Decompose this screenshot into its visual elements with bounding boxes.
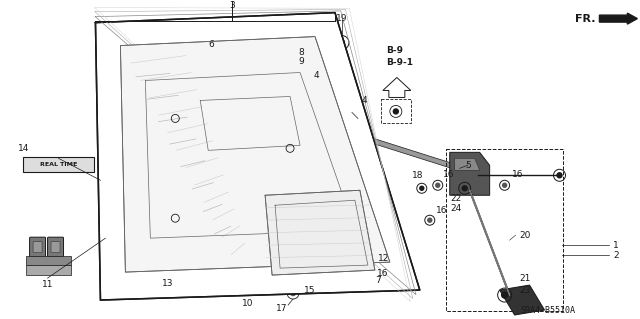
Polygon shape [278, 278, 292, 294]
Text: 13: 13 [161, 278, 173, 287]
Circle shape [502, 292, 508, 298]
Circle shape [301, 264, 319, 282]
Text: 10: 10 [243, 299, 254, 308]
FancyBboxPatch shape [147, 238, 188, 274]
Text: 17: 17 [276, 303, 288, 313]
Text: B-9: B-9 [386, 46, 403, 55]
Text: 9: 9 [298, 57, 304, 66]
Text: 14: 14 [18, 144, 29, 153]
Text: REAL TIME: REAL TIME [40, 162, 77, 167]
Circle shape [394, 109, 398, 114]
Text: 16: 16 [436, 206, 447, 215]
Text: 15: 15 [304, 286, 316, 294]
Polygon shape [26, 265, 70, 275]
Text: 7: 7 [375, 276, 381, 285]
Text: 11: 11 [42, 279, 53, 289]
Circle shape [291, 291, 296, 295]
Text: S9A4-B5510A: S9A4-B5510A [520, 306, 575, 315]
Text: 4: 4 [361, 96, 367, 105]
Polygon shape [500, 285, 545, 315]
Polygon shape [26, 256, 70, 265]
Text: 19: 19 [336, 14, 348, 23]
Text: FR.: FR. [575, 14, 596, 24]
Text: 3: 3 [229, 1, 235, 10]
Circle shape [389, 247, 395, 253]
Text: 24: 24 [450, 204, 461, 213]
FancyBboxPatch shape [51, 242, 60, 253]
Text: 20: 20 [520, 231, 531, 240]
Polygon shape [455, 158, 479, 170]
Text: 16: 16 [511, 170, 523, 179]
Polygon shape [197, 45, 285, 55]
Circle shape [307, 270, 313, 276]
Circle shape [502, 183, 507, 187]
Text: 22: 22 [450, 194, 461, 203]
FancyBboxPatch shape [47, 237, 63, 257]
Text: 16: 16 [443, 170, 454, 179]
Circle shape [339, 40, 345, 46]
Text: 16: 16 [377, 269, 388, 278]
Text: 23: 23 [520, 286, 531, 294]
Circle shape [305, 268, 315, 278]
Text: 5: 5 [466, 161, 472, 170]
Circle shape [428, 218, 432, 222]
Polygon shape [120, 37, 390, 272]
Circle shape [436, 183, 440, 187]
Polygon shape [218, 260, 278, 290]
Circle shape [557, 173, 562, 178]
Text: 2: 2 [613, 251, 619, 260]
Polygon shape [95, 13, 420, 300]
Polygon shape [450, 152, 490, 195]
Text: B-9-1: B-9-1 [386, 58, 413, 67]
Text: 1: 1 [613, 241, 619, 250]
Text: 21: 21 [520, 274, 531, 283]
Polygon shape [265, 190, 375, 275]
Polygon shape [225, 265, 272, 285]
Text: 18: 18 [412, 171, 424, 180]
Polygon shape [383, 78, 411, 97]
Polygon shape [339, 128, 460, 171]
Text: 4: 4 [313, 71, 319, 80]
FancyBboxPatch shape [22, 157, 95, 172]
Text: 12: 12 [378, 254, 390, 263]
FancyBboxPatch shape [29, 237, 45, 257]
Circle shape [420, 186, 424, 190]
FancyBboxPatch shape [33, 242, 42, 253]
Circle shape [462, 186, 467, 191]
Text: 8: 8 [298, 48, 304, 57]
Text: 6: 6 [209, 40, 214, 49]
Circle shape [388, 258, 392, 262]
FancyArrow shape [600, 13, 637, 24]
